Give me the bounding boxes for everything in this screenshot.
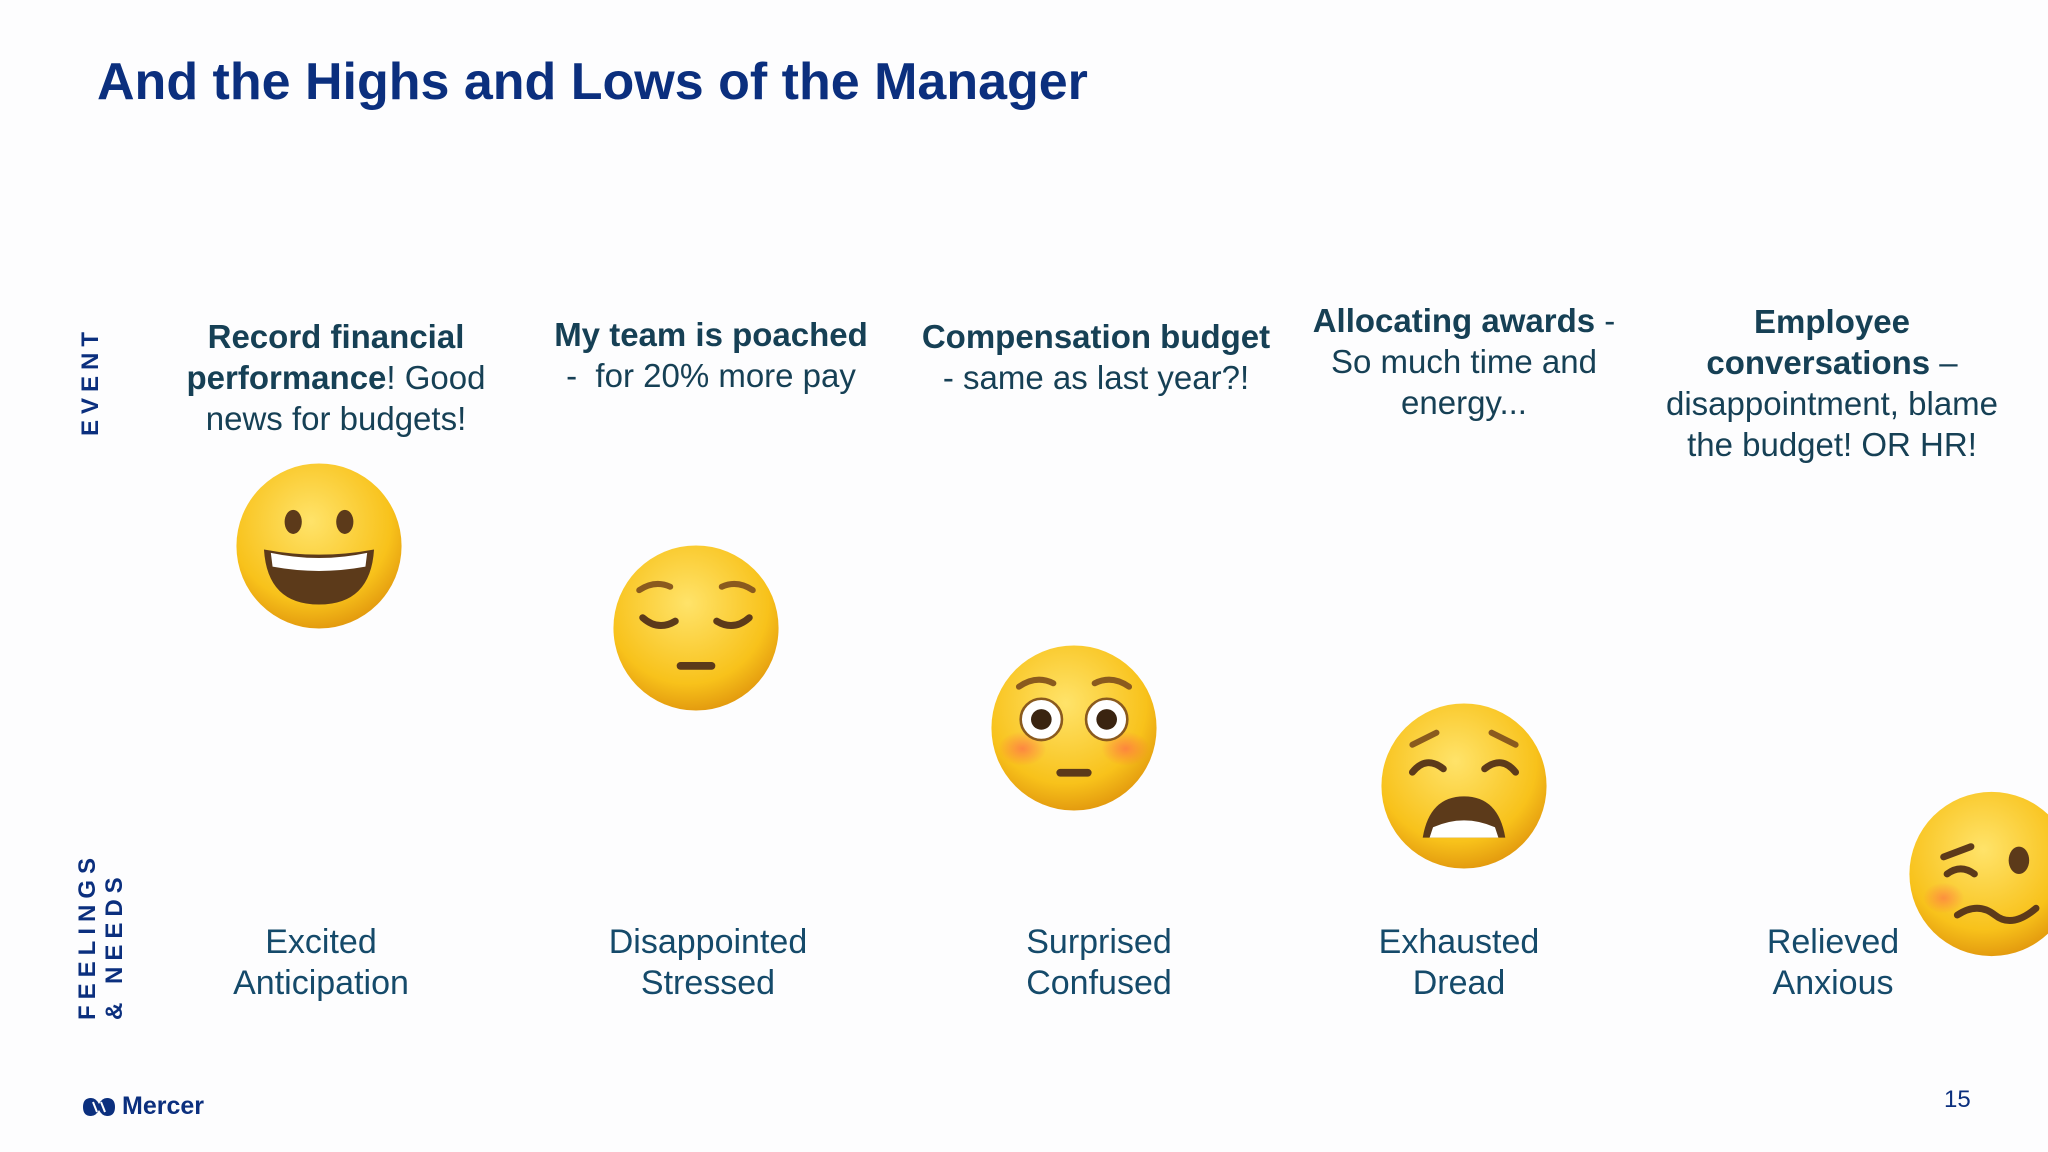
feeling-2: Disappointed Stressed — [597, 922, 819, 1004]
event-1-line-3-text: news for budgets! — [205, 400, 467, 437]
feeling-1-line-2: Anticipation — [233, 964, 409, 1002]
event-1-line-1-bold: Record financial — [207, 318, 465, 355]
page-number: 15 — [1944, 1086, 1971, 1113]
event-5: Employee conversations – disappointment,… — [1638, 301, 2026, 465]
event-4-line-1-bold: Allocating awards — [1312, 302, 1596, 339]
feeling-1-line-1: Excited — [265, 923, 377, 961]
event-5-line-4-text: the budget! OR HR! — [1687, 426, 1977, 463]
event-4-line-3-text: energy... — [1401, 384, 1527, 421]
row-label-feelings-line1: FEELINGS — [74, 851, 101, 1020]
feeling-3-line-2: Confused — [1026, 964, 1172, 1002]
event-1-line-2-text: ! Good — [386, 359, 486, 396]
event-4: Allocating awards - So much time and ene… — [1296, 300, 1632, 423]
event-4-line-1-text: - — [1595, 302, 1616, 339]
event-2-line-2-text: - for 20% more pay — [566, 357, 856, 394]
feeling-4: Exhausted Dread — [1348, 922, 1570, 1004]
brand-name: Mercer — [122, 1092, 204, 1120]
event-5-line-2-text: – — [1930, 344, 1958, 381]
page-title: And the Highs and Lows of the Manager — [97, 53, 1088, 111]
event-5-line-2-bold: conversations — [1706, 344, 1931, 381]
event-3-line-1-bold: Compensation budget — [921, 318, 1271, 355]
mercer-mark-icon — [83, 1097, 115, 1116]
event-5-line-1-bold: Employee — [1754, 303, 1910, 340]
row-label-feelings: FEELINGS & NEEDS — [74, 852, 128, 1020]
feeling-4-line-1: Exhausted — [1378, 923, 1540, 961]
grinning-face-icon — [236, 463, 402, 629]
feeling-3-line-1: Surprised — [1026, 923, 1172, 961]
feeling-5: Relieved Anxious — [1722, 922, 1944, 1004]
event-3: Compensation budget - same as last year?… — [907, 316, 1285, 398]
feeling-1: Excited Anticipation — [210, 922, 432, 1004]
feeling-5-line-2: Anxious — [1772, 964, 1894, 1002]
feeling-2-line-2: Stressed — [640, 964, 776, 1002]
event-1: Record financial performance! Good news … — [175, 316, 497, 439]
feeling-3: Surprised Confused — [988, 922, 1210, 1004]
row-label-event: EVENT — [77, 325, 104, 436]
event-2: My team is poached - for 20% more pay — [540, 314, 882, 396]
feeling-2-line-1: Disappointed — [608, 923, 808, 961]
event-1-line-2-bold: performance — [186, 359, 387, 396]
event-4-line-2-text: So much time and — [1331, 343, 1597, 380]
row-label-feelings-line2: & NEEDS — [101, 871, 128, 1020]
pensive-face-icon — [613, 545, 779, 711]
mercer-logo: Mercer — [82, 1092, 204, 1121]
event-5-line-3-text: disappointment, blame — [1665, 385, 1999, 422]
woozy-face-icon — [1909, 791, 2048, 957]
event-3-line-2-text: - same as last year?! — [942, 359, 1250, 396]
feeling-4-line-2: Dread — [1412, 964, 1506, 1002]
weary-face-icon — [1381, 703, 1547, 869]
event-2-line-1-bold: My team is poached — [554, 316, 868, 353]
flushed-face-icon — [991, 645, 1157, 811]
feeling-5-line-1: Relieved — [1766, 923, 1900, 961]
